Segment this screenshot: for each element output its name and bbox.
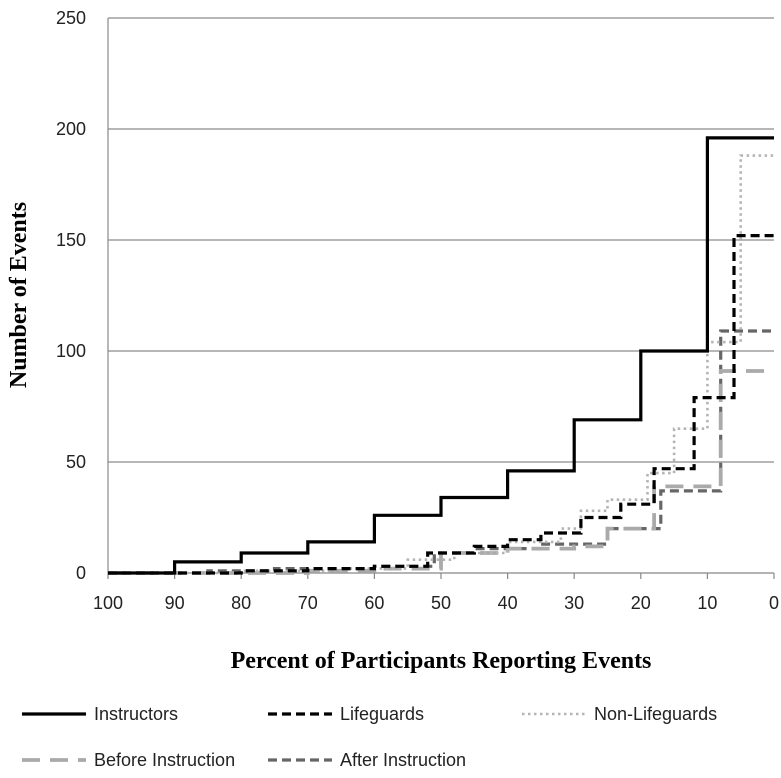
x-tick-label: 100 bbox=[93, 593, 123, 613]
y-axis-title: Number of Events bbox=[6, 202, 32, 388]
series-line-instructors bbox=[108, 136, 774, 575]
x-tick-label: 50 bbox=[431, 593, 451, 613]
x-tick-label: 30 bbox=[564, 593, 584, 613]
x-axis-title: Percent of Participants Reporting Events bbox=[231, 648, 652, 674]
y-tick-label: 0 bbox=[76, 563, 86, 583]
legend-label-lifeguards: Lifeguards bbox=[340, 704, 424, 724]
series-line-non-lifeguards bbox=[108, 154, 774, 575]
y-tick-label: 50 bbox=[66, 452, 86, 472]
series-lines bbox=[108, 136, 774, 575]
legend-label-non-lifeguards: Non-Lifeguards bbox=[594, 704, 717, 724]
y-tick-label: 250 bbox=[56, 8, 86, 28]
x-tick-label: 20 bbox=[631, 593, 651, 613]
legend-label-after-instruction: After Instruction bbox=[340, 750, 466, 770]
legend-label-before-instruction: Before Instruction bbox=[94, 750, 235, 770]
x-tick-label: 40 bbox=[498, 593, 518, 613]
y-tick-label: 150 bbox=[56, 230, 86, 250]
legend-label-instructors: Instructors bbox=[94, 704, 178, 724]
y-tick-label: 100 bbox=[56, 341, 86, 361]
x-tick-label: 0 bbox=[769, 593, 779, 613]
x-tick-label: 60 bbox=[364, 593, 384, 613]
x-tick-label: 10 bbox=[697, 593, 717, 613]
series-line-after-instruction bbox=[108, 329, 774, 575]
legend: Instructors Lifeguards Non-Lifeguards Befor… bbox=[22, 704, 717, 770]
x-tick-label: 90 bbox=[165, 593, 185, 613]
x-tick-label: 70 bbox=[298, 593, 318, 613]
y-tick-label: 200 bbox=[56, 119, 86, 139]
gridlines bbox=[108, 17, 774, 463]
series-line-lifeguards bbox=[108, 234, 774, 575]
series-line-before-instruction bbox=[108, 369, 774, 575]
x-tick-label: 80 bbox=[231, 593, 251, 613]
